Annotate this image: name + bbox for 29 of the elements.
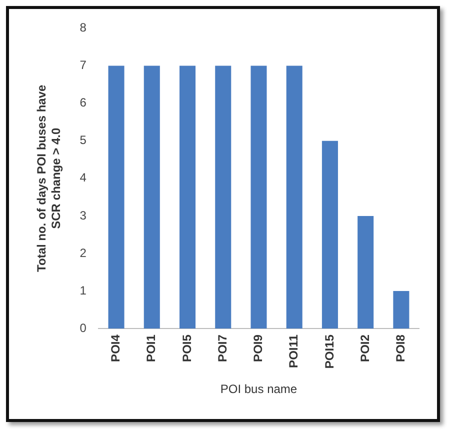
bar bbox=[358, 216, 374, 329]
x-tick-label: POI8 bbox=[394, 334, 408, 362]
y-tick-label: 8 bbox=[80, 20, 87, 35]
x-tick-label: POI5 bbox=[180, 334, 194, 362]
bar bbox=[179, 66, 196, 329]
y-tick-label: 1 bbox=[80, 283, 87, 298]
y-tick-label: 4 bbox=[80, 170, 87, 185]
bar bbox=[250, 66, 267, 329]
bar bbox=[393, 291, 410, 329]
bar bbox=[144, 66, 160, 329]
x-tick-label: POI1 bbox=[144, 334, 158, 362]
bar bbox=[215, 66, 232, 329]
x-tick-label: POI15 bbox=[322, 334, 336, 369]
y-tick-label: 2 bbox=[80, 246, 87, 260]
y-tick-label: 0 bbox=[80, 320, 87, 335]
x-tick-label: POI4 bbox=[108, 334, 123, 362]
x-axis-title: POI bus name bbox=[220, 382, 298, 396]
y-axis-title: Total no. of days POI buses have SCR change > 4.0 bbox=[34, 84, 63, 272]
bar bbox=[322, 140, 338, 329]
x-tick-label: POI9 bbox=[251, 334, 266, 362]
y-tick-label: 3 bbox=[80, 208, 87, 222]
y-tick-label: 6 bbox=[80, 96, 87, 110]
bar bbox=[286, 66, 302, 329]
y-tick-label: 5 bbox=[80, 133, 87, 148]
x-tick-label: POI11 bbox=[286, 334, 301, 368]
y-tick-label: 7 bbox=[80, 58, 87, 72]
x-tick-label: POI2 bbox=[358, 334, 372, 362]
x-tick-label: POI7 bbox=[215, 334, 230, 362]
bar bbox=[108, 66, 124, 329]
